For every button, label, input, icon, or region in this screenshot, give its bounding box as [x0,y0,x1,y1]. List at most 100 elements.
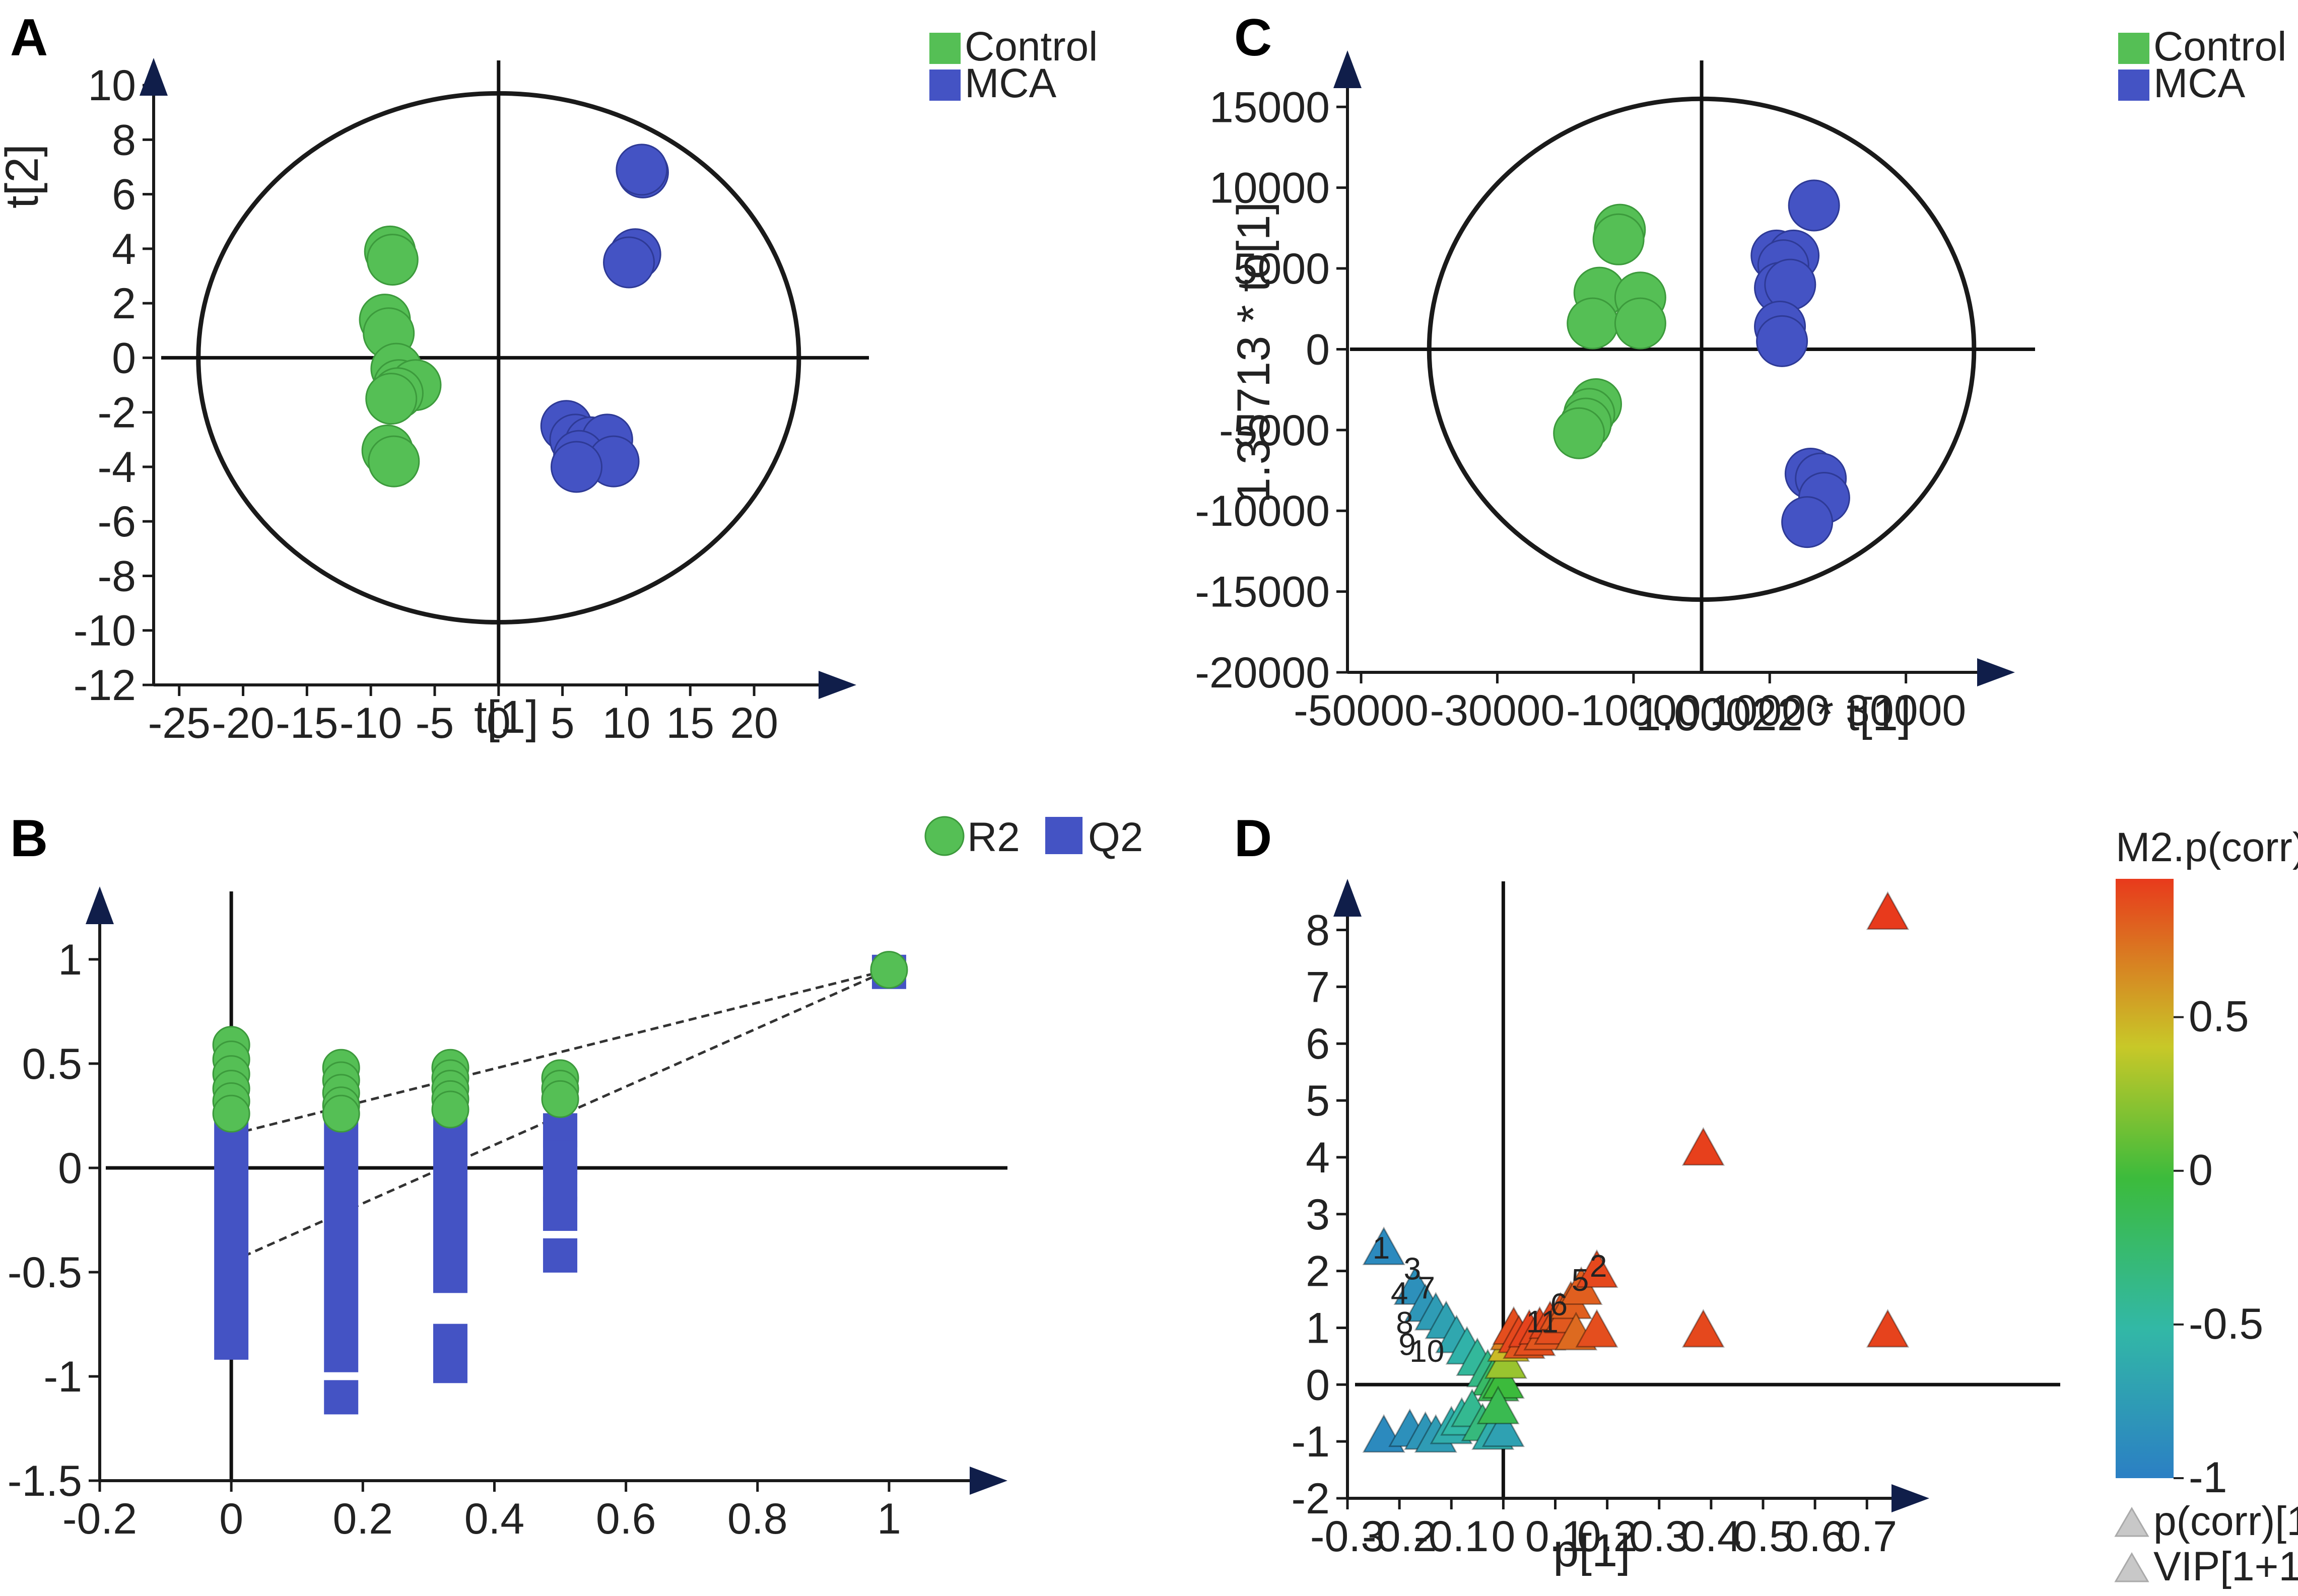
panel-d-legend: p(corr)[1] VIP[1+1+0] [2114,1498,2298,1589]
point-label: 8 [1396,1306,1413,1341]
panel-a-ticks: -25 -20 -15 -10 -5 0 5 10 15 20-12-10-8-6-4-20246… [74,61,778,747]
point-control [366,234,419,286]
legend-label-r2: R2 [967,814,1020,860]
y-tick-label: -1 [1292,1418,1330,1466]
y-axis-arrow [1333,879,1362,917]
y-tick-label: -6 [98,498,136,546]
panel-a-xlabel: t[1] [474,691,538,743]
r2-regression-line [231,968,890,1136]
q2-point [324,1380,359,1415]
point-label: 11 [1526,1304,1559,1339]
variable-triangle [1866,891,1910,930]
x-tick-label: 30000 [1846,686,1966,735]
panel-c-axes [1333,50,2015,686]
y-tick-label: -2 [1292,1475,1330,1523]
x-tick-label: -0.1 [1414,1512,1489,1561]
y-tick-label: 7 [1306,963,1330,1011]
colorbar-tick-label: 0 [2189,1146,2213,1195]
point-control [1592,213,1645,265]
y-tick-label: -4 [98,443,136,492]
y-tick-label: -8 [98,552,136,600]
colorbar-gradient [2116,879,2174,1478]
point-label: 7 [1418,1271,1435,1305]
x-axis-arrow [970,1467,1007,1495]
variable-triangle [1681,1309,1725,1348]
y-tick-label: 10 [88,61,136,110]
x-tick-label: 0.1 [1525,1512,1586,1561]
q2-point [433,1349,467,1383]
x-tick-label: -15 [276,699,338,747]
y-tick-label: 4 [1306,1134,1330,1182]
x-tick-label: -20 [212,699,274,747]
y-tick-label: 0 [1306,325,1330,374]
x-tick-label: 0 [1491,1512,1515,1561]
y-tick-label: -2 [98,389,136,437]
y-tick-label: -0.5 [8,1248,82,1297]
x-tick-label: 0 [487,699,511,747]
y-axis-arrow [86,886,114,924]
colorbar-tick-label: -1 [2189,1453,2227,1502]
point-mca [603,236,655,289]
variable-triangle [1362,1226,1405,1265]
panel-c-points [1553,179,1850,548]
y-tick-label: 6 [1306,1020,1330,1068]
x-tick-label: 0.4 [1681,1512,1741,1561]
x-axis-arrow [1891,1484,1929,1512]
panel-label-b: B [10,809,48,868]
x-tick-label: 10000 [1710,686,1830,735]
point-control [1614,297,1666,350]
r2-point [870,951,908,989]
x-tick-label: 0.6 [596,1495,656,1543]
q2-permutation-stack [214,1112,249,1360]
panel-b-points [212,951,908,1415]
point-label: 5 [1572,1263,1589,1298]
panel-c: C -50000 -30000 -10000 10000 30000-20000-150… [1195,9,2286,740]
r2-point [322,1094,360,1133]
x-tick-label: -0.2 [1362,1512,1437,1561]
y-tick-label: -1.5 [8,1457,82,1505]
panel-c-xlabel: 1.00022 * t[1] [1635,689,1911,740]
point-control [1553,407,1605,459]
x-tick-label: -10 [340,699,402,747]
panel-a-crosshairs [161,60,869,685]
y-tick-label: 5 [1306,1077,1330,1125]
x-tick-label: 0.7 [1837,1512,1897,1561]
point-mca [1756,315,1808,367]
point-control [1567,297,1619,350]
x-tick-label: -0.2 [62,1495,137,1543]
point-mca [1781,496,1834,548]
y-tick-label: 8 [1306,907,1330,955]
legend-label-pcorr: p(corr)[1] [2153,1498,2298,1544]
y-tick-label: 4 [112,225,136,273]
y-tick-label: 1 [1306,1304,1330,1352]
point-label: 9 [1398,1328,1415,1362]
y-tick-label: 1 [58,936,82,984]
panel-d-axes [1333,879,1929,1512]
colorbar-tick-label: 0.5 [2189,993,2249,1041]
y-tick-label: 0 [58,1144,82,1193]
r2-point [541,1080,579,1118]
y-tick-label: 0 [1306,1361,1330,1409]
panel-a-ylabel: t[2] [0,144,48,209]
x-tick-label: 0.2 [1577,1512,1638,1561]
panel-d: D -0.3-0.2-0.1 0 0.10.20.30.40.50.60.7-2-1… [1234,809,2298,1589]
y-tick-label: 0.5 [22,1040,82,1088]
x-axis-arrow [1977,658,2015,686]
r2-point [212,1094,250,1133]
legend-label-control: Control [965,24,1098,70]
panel-a-legend: Control MCA [929,24,1098,106]
panel-a-points [359,144,669,493]
legend-label-mca-c: MCA [2153,60,2246,106]
y-tick-label: 0 [112,334,136,382]
panel-a-axes [140,58,856,699]
panel-d-xlabel: p[1] [1553,1525,1630,1576]
x-tick-label: 10 [602,699,651,747]
legend-swatch-control-c [2118,33,2149,64]
y-tick-label: -5000 [1219,406,1330,455]
legend-swatch-r2 [924,816,965,856]
point-control [368,435,420,488]
point-label: 6 [1550,1288,1567,1323]
panel-c-crosshairs [1350,60,2035,672]
variable-triangle [1866,1309,1910,1348]
